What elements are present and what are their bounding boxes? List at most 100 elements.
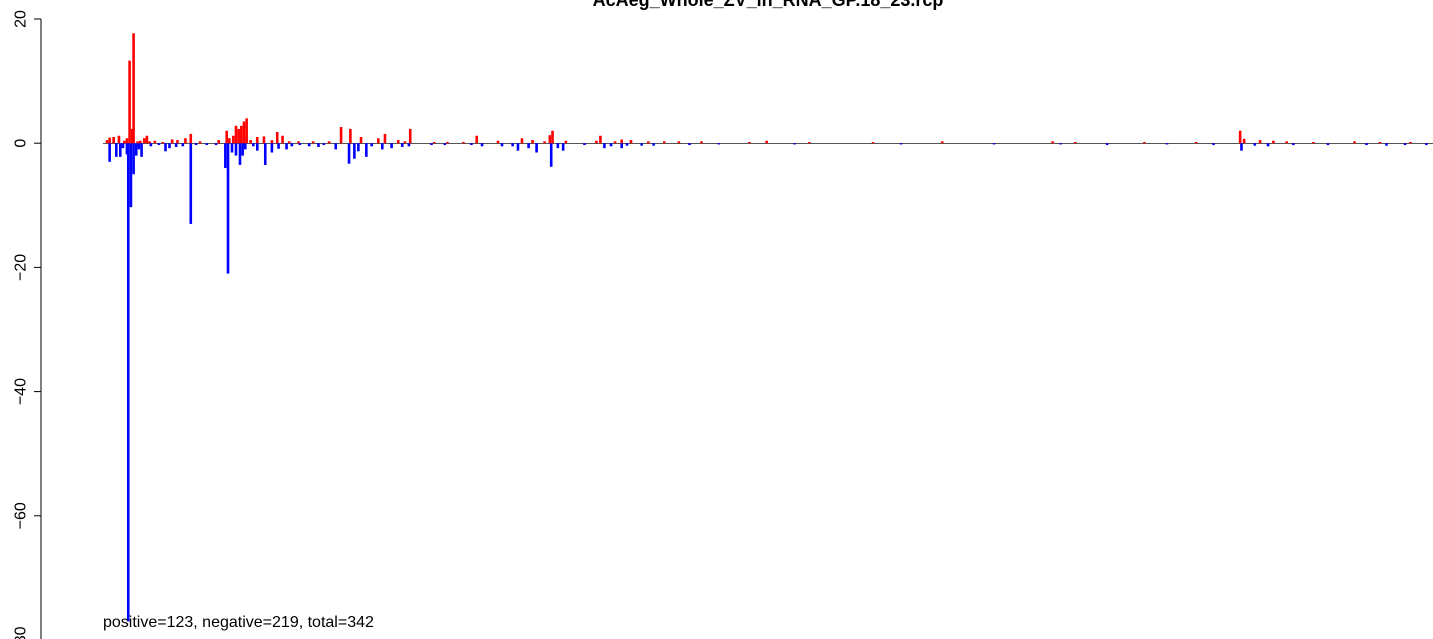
positive-bar bbox=[446, 141, 449, 144]
y-axis-ticks: −80 −60 −40 −20 0 20 bbox=[13, 10, 41, 639]
negative-bar bbox=[1292, 143, 1295, 146]
negative-bar bbox=[556, 143, 560, 149]
negative-bar bbox=[1240, 143, 1243, 151]
negative-bar bbox=[603, 143, 606, 149]
negative-bar bbox=[561, 143, 565, 151]
positive-bar bbox=[496, 140, 500, 144]
positive-bar bbox=[105, 140, 109, 144]
negative-bar bbox=[370, 143, 373, 147]
negative-bar bbox=[238, 143, 242, 165]
positive-bar bbox=[112, 136, 115, 144]
negative-bar bbox=[609, 143, 613, 147]
positive-bar bbox=[677, 141, 681, 144]
negative-bars bbox=[108, 143, 1428, 622]
positive-bar bbox=[475, 135, 479, 144]
negative-bar bbox=[270, 143, 274, 153]
positive-bar bbox=[270, 140, 274, 144]
positive-bar bbox=[184, 138, 187, 144]
positive-bar bbox=[136, 141, 139, 144]
negative-bar bbox=[365, 143, 368, 157]
positive-bar bbox=[234, 125, 238, 144]
negative-bar bbox=[1105, 143, 1109, 146]
positive-bar bbox=[122, 140, 126, 144]
positive-bar bbox=[249, 140, 252, 144]
positive-bar bbox=[564, 140, 568, 144]
y-tick-label: −20 bbox=[13, 254, 30, 281]
negative-bar bbox=[132, 143, 135, 175]
positive-bar bbox=[403, 141, 407, 144]
positive-bar bbox=[1409, 141, 1412, 144]
chart-annotation: positive=123, negative=219, total=342 bbox=[103, 614, 374, 631]
positive-bar bbox=[198, 141, 202, 144]
negative-bar bbox=[226, 143, 230, 274]
negative-bar bbox=[1266, 143, 1270, 147]
negative-bar bbox=[381, 143, 384, 150]
positive-bar bbox=[225, 130, 228, 144]
negative-bar bbox=[357, 143, 360, 152]
positive-bar bbox=[128, 60, 131, 144]
negative-bar bbox=[1059, 143, 1062, 145]
positive-bar bbox=[161, 141, 165, 144]
positive-bar bbox=[647, 141, 650, 144]
positive-bar bbox=[599, 135, 602, 144]
positive-bar bbox=[1285, 141, 1288, 144]
y-tick-label: −40 bbox=[13, 378, 30, 405]
negative-bar bbox=[1425, 143, 1428, 146]
positive-bar bbox=[262, 136, 266, 144]
positive-bar bbox=[311, 141, 315, 144]
negative-bar bbox=[205, 143, 209, 146]
positive-bar bbox=[189, 133, 193, 144]
negative-bar bbox=[443, 143, 447, 146]
negative-bar bbox=[157, 143, 161, 146]
negative-bar bbox=[717, 143, 721, 145]
positive-bar bbox=[662, 141, 666, 144]
positive-bar bbox=[1272, 140, 1275, 144]
negative-bar bbox=[241, 143, 244, 156]
y-tick-label: 0 bbox=[13, 139, 30, 148]
negative-bar bbox=[255, 143, 259, 151]
positive-bar bbox=[396, 140, 400, 144]
negative-bar bbox=[317, 143, 320, 147]
negative-bar bbox=[535, 143, 538, 153]
negative-bar bbox=[214, 143, 218, 146]
negative-bar bbox=[1326, 143, 1330, 146]
positive-bar bbox=[595, 140, 598, 144]
positive-bar bbox=[240, 125, 243, 144]
negative-bar bbox=[1253, 143, 1257, 146]
negative-bar bbox=[307, 143, 311, 147]
negative-bar bbox=[516, 143, 520, 151]
positive-bar bbox=[237, 128, 240, 144]
positive-bar bbox=[377, 138, 380, 144]
positive-bar bbox=[170, 139, 174, 144]
negative-bar bbox=[347, 143, 351, 164]
negative-bar bbox=[652, 143, 655, 146]
positive-bar bbox=[1242, 138, 1246, 144]
positive-bar bbox=[613, 141, 617, 144]
negative-bar bbox=[149, 143, 153, 147]
negative-bar bbox=[549, 143, 553, 167]
positive-bar bbox=[281, 135, 284, 144]
positive-bar bbox=[275, 132, 279, 144]
positive-bar bbox=[153, 140, 157, 144]
positive-bar bbox=[871, 141, 875, 144]
chart-title: AcAeg_Whole_ZV_in_RNA_GP.18_23.rcp bbox=[593, 0, 944, 10]
negative-bar bbox=[189, 143, 193, 224]
y-tick-label: 20 bbox=[13, 10, 30, 28]
negative-bar bbox=[430, 143, 433, 146]
positive-bar bbox=[1378, 141, 1382, 144]
negative-bar bbox=[115, 143, 118, 157]
negative-bar bbox=[140, 143, 143, 157]
positive-bar bbox=[297, 141, 300, 144]
positive-bar bbox=[349, 128, 352, 144]
negative-bar bbox=[353, 143, 356, 159]
negative-bar bbox=[470, 143, 473, 146]
negative-bar bbox=[125, 143, 129, 155]
positive-bar bbox=[1194, 141, 1198, 144]
positive-bar bbox=[620, 139, 623, 144]
negative-bar bbox=[407, 143, 411, 147]
positive-bar bbox=[548, 135, 552, 144]
y-tick-label: −60 bbox=[13, 502, 30, 529]
negative-bar bbox=[129, 143, 133, 208]
negative-bar bbox=[121, 143, 125, 149]
